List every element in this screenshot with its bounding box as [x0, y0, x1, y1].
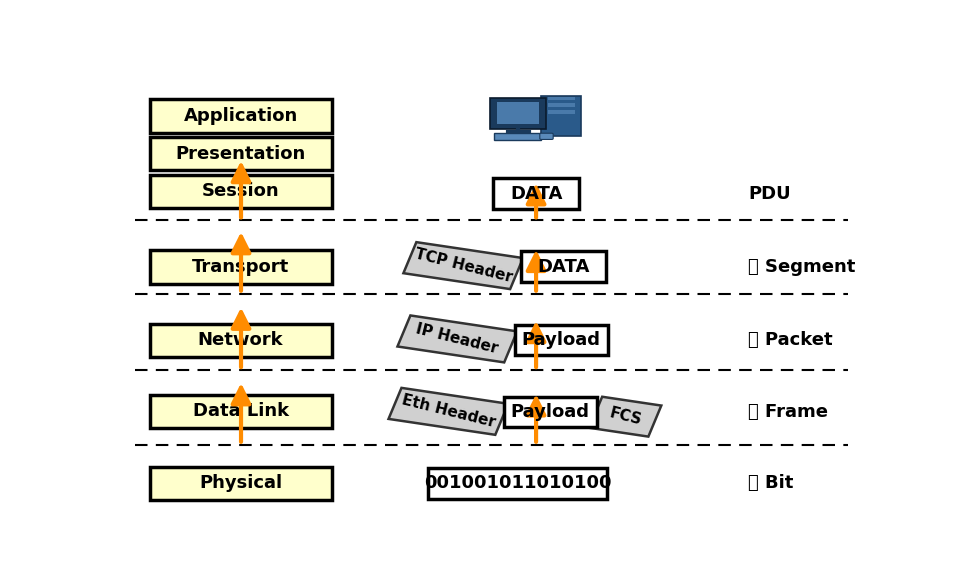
- FancyBboxPatch shape: [150, 467, 332, 500]
- FancyBboxPatch shape: [150, 250, 332, 284]
- Text: 包 Packet: 包 Packet: [748, 331, 832, 349]
- Text: TCP Header: TCP Header: [413, 246, 514, 285]
- Text: Application: Application: [183, 107, 298, 125]
- FancyBboxPatch shape: [150, 137, 332, 170]
- FancyBboxPatch shape: [494, 133, 541, 140]
- Text: Payload: Payload: [522, 331, 601, 349]
- Text: FCS: FCS: [608, 406, 643, 428]
- FancyBboxPatch shape: [490, 98, 547, 129]
- Text: 段 Segment: 段 Segment: [748, 258, 855, 276]
- Text: Network: Network: [198, 331, 284, 349]
- Text: 001001011010100: 001001011010100: [424, 474, 611, 492]
- Text: PDU: PDU: [748, 185, 790, 203]
- Text: Physical: Physical: [199, 474, 282, 492]
- FancyBboxPatch shape: [150, 395, 332, 428]
- Polygon shape: [589, 397, 662, 437]
- FancyBboxPatch shape: [540, 133, 553, 140]
- Text: Payload: Payload: [511, 403, 590, 421]
- FancyBboxPatch shape: [515, 325, 608, 355]
- FancyBboxPatch shape: [150, 99, 332, 133]
- FancyBboxPatch shape: [548, 97, 574, 100]
- Text: Presentation: Presentation: [175, 145, 306, 163]
- Text: 位 Bit: 位 Bit: [748, 474, 793, 492]
- FancyBboxPatch shape: [521, 252, 606, 283]
- FancyBboxPatch shape: [541, 96, 581, 136]
- Polygon shape: [397, 316, 517, 362]
- FancyBboxPatch shape: [498, 102, 539, 124]
- FancyBboxPatch shape: [150, 175, 332, 208]
- FancyBboxPatch shape: [493, 178, 579, 209]
- Text: Eth Header: Eth Header: [400, 392, 497, 430]
- Text: DATA: DATA: [537, 258, 590, 276]
- Text: IP Header: IP Header: [414, 321, 500, 357]
- Text: 帧 Frame: 帧 Frame: [748, 403, 828, 421]
- FancyBboxPatch shape: [503, 397, 596, 428]
- Text: DATA: DATA: [510, 185, 562, 203]
- Text: Transport: Transport: [192, 258, 290, 276]
- FancyBboxPatch shape: [548, 103, 574, 107]
- Text: Session: Session: [201, 182, 279, 200]
- FancyBboxPatch shape: [150, 324, 332, 357]
- Text: Data Link: Data Link: [193, 402, 289, 420]
- FancyBboxPatch shape: [429, 468, 607, 499]
- Polygon shape: [404, 242, 523, 289]
- FancyBboxPatch shape: [548, 110, 574, 114]
- Polygon shape: [388, 388, 508, 435]
